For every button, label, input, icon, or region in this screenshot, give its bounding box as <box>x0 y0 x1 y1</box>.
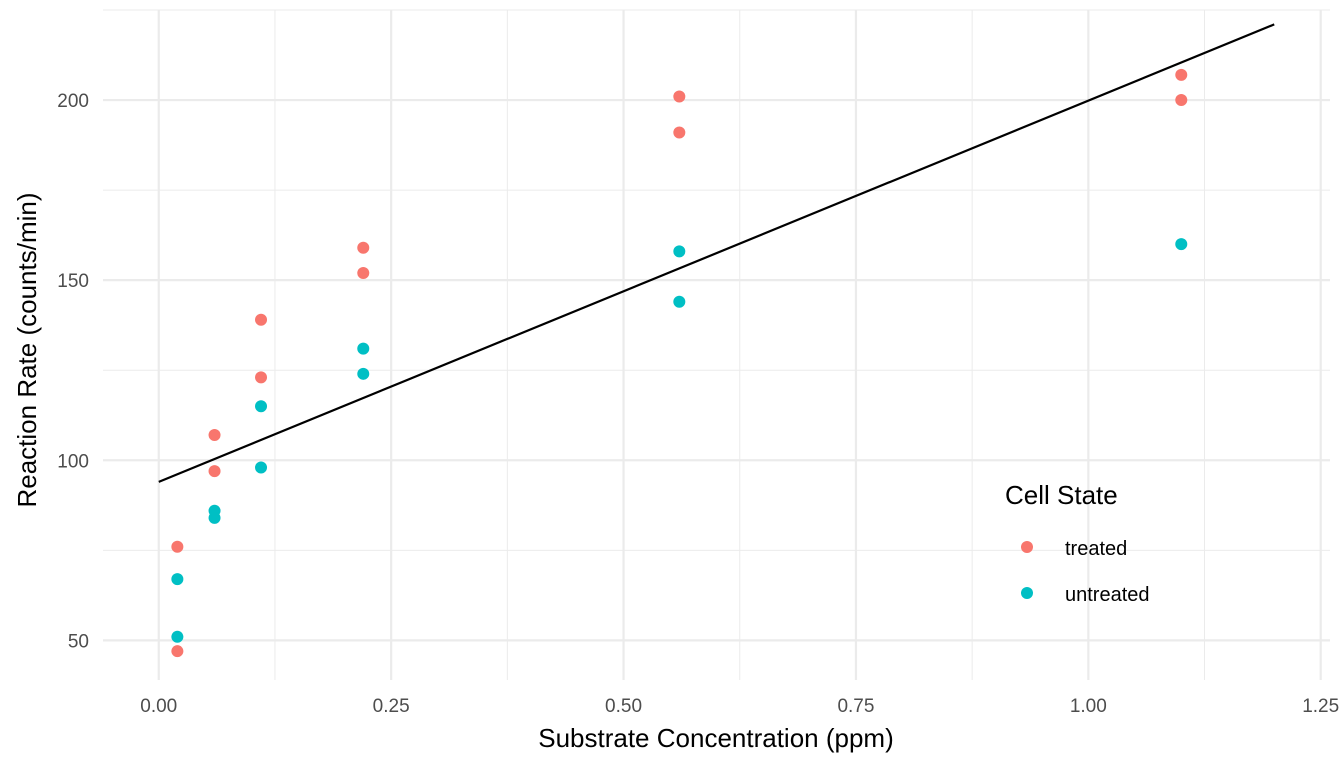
y-tick-label: 150 <box>57 271 89 292</box>
point-treated <box>673 90 686 103</box>
y-tick-label: 100 <box>57 451 89 472</box>
x-axis-ticks: 0.00 0.25 0.50 0.75 1.00 1.25 <box>140 696 1339 717</box>
point-treated <box>357 241 370 254</box>
point-treated <box>1175 94 1188 107</box>
point-treated <box>255 313 268 326</box>
y-tick-label: 200 <box>57 91 89 112</box>
legend-label-treated: treated <box>1065 538 1127 560</box>
trend-line-group <box>158 23 1275 483</box>
point-untreated <box>255 461 268 474</box>
x-axis-title: Substrate Concentration (ppm) <box>538 723 894 753</box>
point-treated <box>171 645 184 658</box>
point-treated <box>357 266 370 279</box>
trend-line <box>158 23 1275 483</box>
x-tick-label: 0.50 <box>605 696 642 717</box>
point-treated <box>208 465 221 478</box>
major-gridlines <box>103 10 1330 680</box>
x-tick-label: 1.00 <box>1070 696 1107 717</box>
data-points <box>171 68 1188 658</box>
legend-key-treated <box>1021 541 1033 553</box>
point-untreated <box>357 367 370 380</box>
point-treated <box>208 429 221 442</box>
point-treated <box>171 540 184 553</box>
point-treated <box>673 126 686 139</box>
point-untreated <box>171 573 184 586</box>
point-untreated <box>673 295 686 308</box>
legend-title: Cell State <box>1005 480 1118 510</box>
y-axis-ticks: 50 100 150 200 <box>57 91 89 652</box>
minor-gridlines <box>103 9 1330 680</box>
legend: Cell State treated untreated <box>1005 480 1150 606</box>
x-tick-label: 0.00 <box>140 696 177 717</box>
point-untreated <box>673 245 686 258</box>
point-untreated <box>208 504 221 517</box>
y-axis-title: Reaction Rate (counts/min) <box>12 192 42 507</box>
point-treated <box>255 371 268 384</box>
legend-key-untreated <box>1021 587 1033 599</box>
point-untreated <box>357 342 370 355</box>
point-untreated <box>171 630 184 643</box>
point-untreated <box>255 400 268 413</box>
x-tick-label: 0.75 <box>837 696 874 717</box>
legend-label-untreated: untreated <box>1065 584 1150 606</box>
y-tick-label: 50 <box>68 631 89 652</box>
point-treated <box>1175 68 1188 81</box>
x-tick-label: 0.25 <box>373 696 410 717</box>
point-untreated <box>1175 238 1188 251</box>
x-tick-label: 1.25 <box>1302 696 1339 717</box>
